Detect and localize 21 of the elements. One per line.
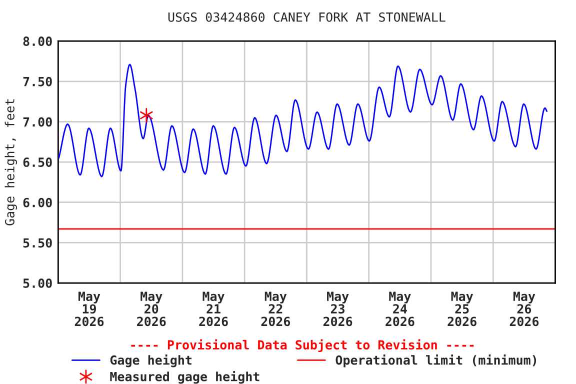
- text: ---- Provisional Data Subject to Revision ----: [131, 339, 474, 352]
- y-tick-label: 6.50: [23, 158, 52, 167]
- legend-label: Gage height: [110, 354, 192, 368]
- y-tick-label: 5.50: [23, 238, 52, 248]
- x-tick-label: May 20 2026: [137, 292, 166, 326]
- x-tick-label: May 23 2026: [323, 292, 352, 326]
- x-tick-label: May 25 2026: [448, 292, 476, 326]
- y-axis-title: Gage height, feet: [4, 99, 17, 226]
- y-tick-label: 5.00: [23, 278, 52, 288]
- chart-title: USGS 03424860 CANEY FORK AT STONEWALL: [168, 12, 446, 22]
- y-tick-label: 7.00: [23, 117, 52, 127]
- y-tick-label: 6.00: [23, 198, 52, 208]
- x-tick-label: May 26 2026: [510, 292, 539, 326]
- y-tick-label: 8.00: [23, 36, 52, 46]
- x-tick-label: May 22 2026: [261, 292, 290, 326]
- legend-label: Operational limit (minimum): [336, 354, 536, 368]
- y-tick-label: 7.50: [23, 76, 52, 86]
- x-tick-label: May 24 2026: [386, 292, 414, 326]
- legend-label: Measured gage height: [110, 370, 260, 384]
- x-tick-label: May 19 2026: [74, 292, 104, 326]
- x-tick-label: May 21 2026: [199, 292, 228, 326]
